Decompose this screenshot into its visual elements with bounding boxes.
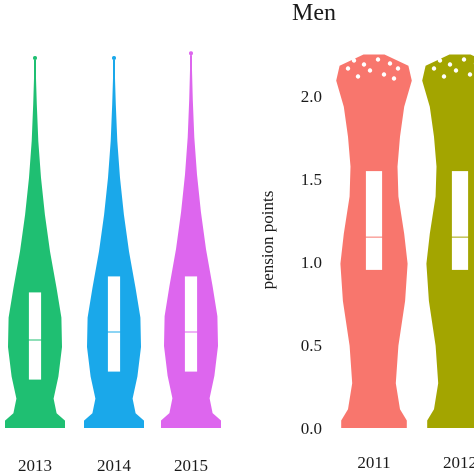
chart-title: Men xyxy=(292,0,336,26)
outlier-point-2013 xyxy=(33,56,37,60)
outlier-gap-2011-9 xyxy=(391,76,397,81)
outlier-gap-2012-8 xyxy=(441,74,447,79)
outlier-gap-2011-6 xyxy=(367,68,373,73)
y-tick-label: 0.5 xyxy=(301,336,322,355)
box-2015 xyxy=(184,275,198,373)
outlier-gap-2011-2 xyxy=(375,57,381,62)
outlier-gap-2011-7 xyxy=(381,72,387,77)
outlier-gap-2012-2 xyxy=(461,57,467,62)
box-2013 xyxy=(28,291,42,381)
x-tick-label-2013: 2013 xyxy=(18,456,52,474)
x-tick-label-2014: 2014 xyxy=(97,456,132,474)
left-panel: 2013 2014 2015 xyxy=(5,51,221,474)
violin-2013 xyxy=(5,60,65,428)
box-2011 xyxy=(365,170,383,271)
outlier-gap-2011-0 xyxy=(351,58,357,63)
violin-2012 xyxy=(422,54,474,428)
outlier-gap-2012-7 xyxy=(467,72,473,77)
x-tick-label-2011: 2011 xyxy=(357,453,390,472)
y-tick-label: 2.0 xyxy=(301,87,322,106)
outlier-gap-2011-1 xyxy=(361,62,367,67)
outlier-gap-2011-8 xyxy=(355,74,361,79)
outlier-gap-2011-3 xyxy=(387,61,393,66)
x-tick-label-2012: 2012 xyxy=(443,453,474,472)
y-tick-label: 1.5 xyxy=(301,170,322,189)
y-tick-label: 1.0 xyxy=(301,253,322,272)
outlier-gap-2011-4 xyxy=(395,66,401,71)
box-2014 xyxy=(107,275,121,373)
outlier-gap-2012-5 xyxy=(431,66,437,71)
outlier-point-2014 xyxy=(112,56,116,60)
outlier-point-2015 xyxy=(189,51,193,56)
box-2012 xyxy=(451,170,469,271)
outlier-gap-2012-6 xyxy=(453,68,459,73)
outlier-gap-2012-0 xyxy=(437,58,443,63)
outlier-gap-2012-1 xyxy=(447,62,453,67)
violin-2014 xyxy=(84,60,144,428)
y-axis-label: pension points xyxy=(258,191,277,290)
y-tick-label: 0.0 xyxy=(301,419,322,438)
violin-2015 xyxy=(161,55,221,428)
x-tick-label-2015: 2015 xyxy=(174,456,208,474)
right-panel: Men pension points 0.0 0.5 1.0 1.5 2.0 2011 20… xyxy=(258,0,474,472)
outlier-gap-2011-5 xyxy=(345,66,351,71)
